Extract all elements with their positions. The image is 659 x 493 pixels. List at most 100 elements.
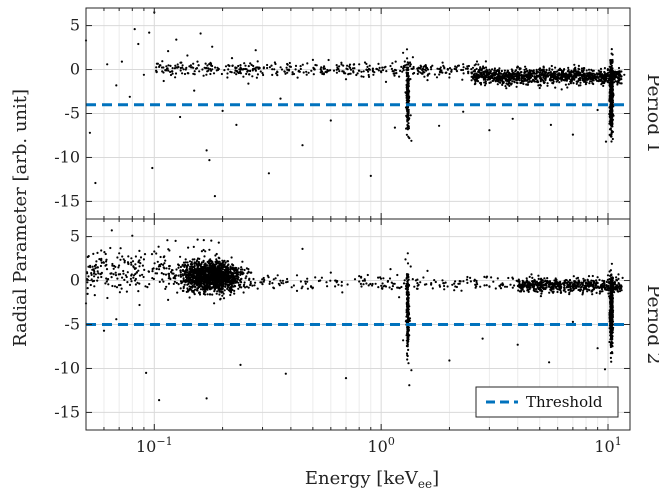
data-point — [181, 66, 184, 69]
data-point — [245, 285, 248, 288]
data-point — [488, 76, 491, 79]
data-point — [409, 65, 412, 68]
data-point — [605, 280, 608, 283]
data-point — [484, 80, 487, 83]
data-point — [311, 58, 314, 62]
data-point — [466, 275, 469, 279]
data-point — [151, 166, 154, 170]
data-point — [227, 64, 230, 67]
data-point — [620, 289, 623, 292]
data-point — [381, 66, 384, 69]
data-point — [450, 70, 453, 73]
data-point — [489, 70, 492, 73]
data-point — [482, 70, 485, 73]
data-point — [374, 282, 377, 285]
data-point — [207, 67, 210, 70]
data-point — [186, 54, 189, 57]
data-point — [587, 68, 591, 71]
data-point — [142, 258, 145, 261]
data-point — [388, 277, 392, 280]
data-point — [199, 288, 203, 291]
data-point — [499, 287, 503, 290]
data-point — [362, 75, 365, 78]
data-point — [572, 275, 575, 278]
data-point — [554, 86, 557, 89]
data-point — [142, 275, 145, 279]
data-point — [596, 347, 599, 350]
data-point — [161, 278, 164, 281]
data-point — [155, 267, 158, 270]
data-point — [490, 76, 493, 79]
data-point — [193, 268, 196, 271]
data-point — [443, 67, 446, 70]
data-point — [132, 274, 136, 277]
data-point — [202, 239, 205, 242]
data-point — [578, 78, 581, 81]
data-point — [179, 265, 182, 269]
data-point — [519, 285, 522, 288]
data-point — [194, 67, 198, 70]
data-point — [172, 282, 175, 285]
data-point — [130, 263, 133, 266]
data-point — [611, 87, 614, 90]
data-point — [514, 69, 518, 72]
data-point — [424, 68, 427, 71]
data-point — [196, 238, 199, 241]
data-point — [112, 267, 115, 270]
data-point — [123, 261, 126, 264]
data-point — [462, 63, 465, 66]
data-point — [407, 276, 410, 279]
data-point — [312, 73, 315, 76]
data-point — [285, 66, 288, 69]
data-point — [473, 279, 476, 282]
data-point — [554, 277, 557, 280]
data-point — [165, 285, 168, 288]
data-point — [215, 292, 218, 295]
data-point — [495, 79, 498, 82]
data-point — [614, 74, 617, 77]
data-point — [439, 66, 442, 69]
data-point — [595, 78, 598, 81]
data-point — [589, 75, 592, 78]
data-point — [448, 67, 452, 70]
data-point — [617, 290, 620, 293]
data-point — [295, 289, 299, 292]
data-point — [410, 139, 413, 142]
data-point — [609, 356, 613, 359]
data-point — [137, 269, 140, 272]
data-point — [213, 267, 216, 270]
data-point — [201, 279, 204, 283]
data-point — [445, 71, 448, 74]
data-point — [226, 287, 229, 290]
data-point — [485, 68, 488, 71]
data-point — [137, 290, 140, 293]
data-point — [403, 65, 406, 68]
data-point — [410, 369, 413, 372]
data-point — [204, 250, 207, 253]
data-point — [249, 69, 252, 73]
data-point — [407, 348, 410, 351]
data-point — [322, 66, 325, 69]
data-point — [206, 270, 209, 273]
data-point — [385, 70, 388, 73]
data-point — [511, 117, 514, 120]
data-point — [139, 256, 143, 259]
data-point — [546, 277, 549, 280]
data-point — [566, 283, 569, 286]
data-point — [431, 287, 434, 290]
data-point — [117, 266, 120, 269]
data-point — [580, 67, 584, 70]
data-point — [283, 70, 286, 73]
data-point — [148, 283, 151, 286]
data-point — [221, 294, 224, 297]
data-point — [460, 289, 463, 292]
data-point — [197, 277, 200, 280]
data-point — [123, 259, 126, 262]
data-point — [543, 287, 547, 290]
data-point — [579, 286, 583, 289]
data-point — [398, 296, 401, 299]
data-point — [226, 284, 229, 287]
data-point — [200, 267, 203, 270]
data-point — [358, 63, 361, 66]
data-point — [386, 280, 389, 283]
